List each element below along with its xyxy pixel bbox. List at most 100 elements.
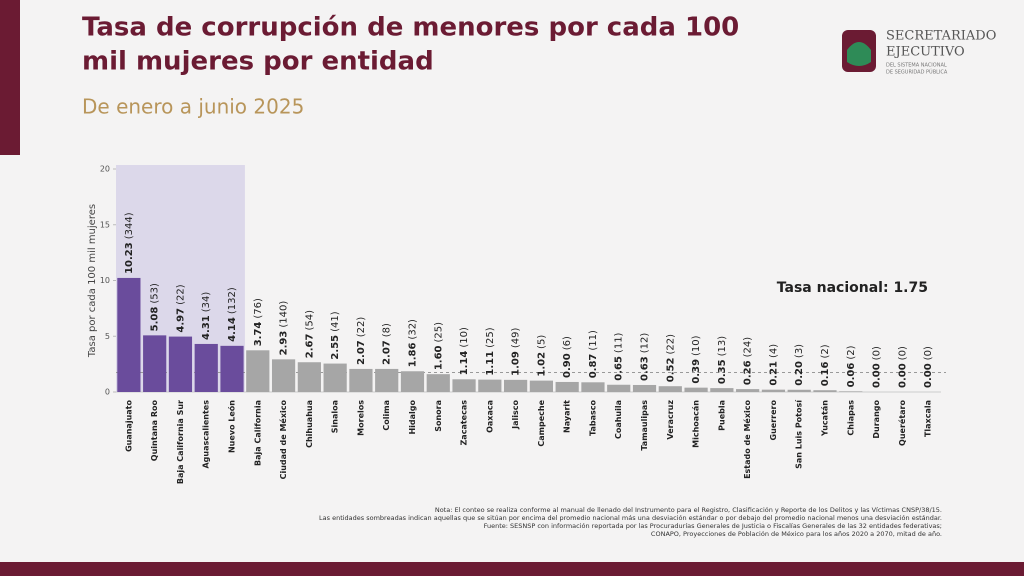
x-tick-label: Tabasco	[588, 400, 597, 436]
title: Tasa de corrupción de menores por cada 1…	[82, 13, 739, 43]
value-label: 3.74 (76)	[253, 298, 264, 346]
value-count: (0)	[897, 346, 908, 360]
value-count: (10)	[459, 327, 470, 348]
value-number: 4.14	[227, 317, 238, 342]
value-label: 0.00 (0)	[872, 346, 883, 388]
x-tick-label: Morelos	[356, 400, 365, 436]
value-label: 0.39 (10)	[691, 335, 702, 383]
value-label: 0.35 (13)	[717, 336, 728, 384]
value-number: 4.31	[201, 315, 212, 340]
value-count: (54)	[304, 310, 315, 331]
x-tick-label: Jalisco	[511, 399, 520, 429]
value-number: 2.07	[356, 340, 367, 365]
x-tick-label: Nayarit	[563, 400, 572, 433]
value-label: 0.00 (0)	[897, 346, 908, 388]
x-tick-label: Zacatecas	[460, 400, 469, 446]
x-tick-label: Colima	[382, 400, 391, 431]
bar	[143, 335, 167, 392]
value-label: 1.11 (25)	[485, 327, 496, 375]
value-label: 5.08 (53)	[150, 283, 161, 331]
side-band	[0, 0, 20, 155]
value-label: 1.02 (5)	[536, 335, 547, 377]
value-label: 1.86 (32)	[407, 319, 418, 367]
value-number: 0.00	[872, 363, 883, 388]
value-label: 0.00 (0)	[923, 346, 934, 388]
value-count: (25)	[485, 327, 496, 348]
value-number: 1.60	[433, 345, 444, 370]
bar	[194, 343, 218, 392]
bar	[504, 379, 528, 392]
bar	[426, 374, 450, 392]
value-count: (22)	[175, 284, 186, 305]
value-count: (11)	[614, 332, 625, 353]
x-tick-label: Nuevo León	[227, 400, 237, 453]
value-number: 1.02	[536, 352, 547, 377]
value-number: 1.86	[407, 343, 418, 368]
x-tick-label: Guerrero	[769, 400, 778, 441]
value-number: 1.11	[485, 351, 496, 376]
x-tick-label: Querétaro	[897, 400, 907, 446]
value-count: (2)	[846, 345, 857, 359]
value-number: 3.74	[253, 322, 264, 347]
note: Fuente: SESNSP con información reportada…	[484, 522, 942, 530]
x-tick-label: Coahuila	[614, 400, 623, 439]
x-tick-label: Michoacán	[692, 400, 701, 448]
footer-band	[0, 562, 1024, 576]
value-count: (2)	[820, 344, 831, 358]
value-count: (76)	[253, 298, 264, 319]
value-number: 0.06	[846, 363, 857, 388]
value-label: 1.60 (25)	[433, 322, 444, 370]
logo-map	[847, 42, 871, 66]
value-count: (10)	[691, 335, 702, 356]
value-count: (22)	[356, 317, 367, 338]
note: Nota: El conteo se realiza conforme al m…	[435, 506, 942, 514]
y-tick-label: 0	[105, 388, 110, 397]
x-tick-label: San Luis Potosí	[795, 399, 804, 469]
value-count: (5)	[536, 335, 547, 349]
value-count: (8)	[382, 323, 393, 337]
subtitle: De enero a junio 2025	[82, 95, 304, 119]
value-count: (22)	[665, 334, 676, 355]
notes: Nota: El conteo se realiza conforme al m…	[319, 506, 942, 538]
value-label: 0.26 (24)	[743, 337, 754, 385]
y-tick-label: 10	[100, 276, 110, 285]
value-label: 0.63 (12)	[640, 333, 651, 381]
bar	[375, 368, 399, 392]
value-count: (132)	[227, 287, 238, 314]
x-tick-label: Durango	[872, 400, 881, 439]
value-number: 0.39	[691, 359, 702, 384]
logo-text: EJECUTIVO	[886, 45, 965, 60]
value-count: (0)	[923, 346, 934, 360]
reference-label: Tasa nacional: 1.75	[777, 280, 928, 296]
x-tick-label: Veracruz	[666, 400, 675, 440]
bar	[168, 336, 193, 392]
bar	[529, 380, 553, 392]
x-tick-label: Baja California Sur	[176, 400, 185, 484]
bar	[761, 389, 786, 392]
logo-subtext: DE SEGURIDAD PÚBLICA	[886, 69, 948, 76]
value-number: 0.87	[588, 354, 599, 379]
value-count: (12)	[640, 333, 651, 354]
bar	[271, 359, 296, 392]
note: Las entidades sombreadas indican aquella…	[319, 514, 942, 522]
x-tick-label: Aguascalientes	[202, 400, 211, 469]
x-tick-label: Puebla	[717, 400, 726, 431]
x-tick-label: Chiapas	[846, 400, 855, 436]
value-number: 2.93	[279, 331, 290, 356]
bar	[684, 387, 708, 392]
bar	[117, 277, 141, 392]
value-count: (32)	[407, 319, 418, 340]
value-count: (6)	[562, 336, 573, 350]
logo-subtext: DEL SISTEMA NACIONAL	[886, 63, 947, 69]
x-tick-label: Quintana Roo	[150, 399, 159, 461]
value-label: 1.09 (49)	[511, 328, 522, 376]
value-count: (34)	[201, 292, 212, 313]
x-tick-label: Tlaxcala	[924, 400, 933, 437]
value-label: 10.23 (344)	[124, 212, 135, 274]
value-number: 0.16	[820, 362, 831, 387]
value-label: 0.21 (4)	[768, 344, 779, 386]
value-count: (13)	[717, 336, 728, 357]
value-number: 0.21	[768, 361, 779, 386]
x-tick-label: Sonora	[434, 400, 443, 432]
bar	[323, 363, 347, 392]
